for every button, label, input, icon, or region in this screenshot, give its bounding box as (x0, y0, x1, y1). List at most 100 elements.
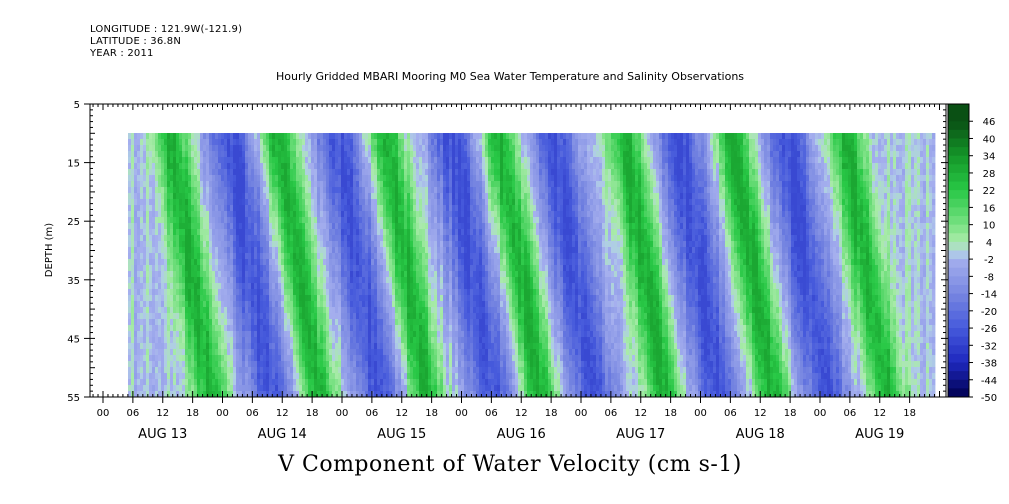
heat-cell (128, 223, 132, 230)
heat-cell (332, 235, 336, 242)
heat-cell (437, 199, 441, 206)
heat-cell (182, 145, 186, 152)
heat-cell (233, 301, 237, 308)
heat-cell (449, 241, 453, 248)
heat-cell (128, 379, 132, 386)
heat-cell (383, 181, 387, 188)
heat-cell (203, 133, 207, 140)
heat-cell (194, 205, 198, 212)
heat-cell (179, 217, 183, 224)
heat-cell (260, 247, 264, 254)
heat-cell (143, 253, 147, 260)
heat-cell (377, 295, 381, 302)
heat-cell (401, 295, 405, 302)
heat-cell (263, 253, 267, 260)
heat-cell (269, 253, 273, 260)
heat-cell (128, 217, 132, 224)
heat-cell (218, 253, 222, 260)
heat-cell (311, 337, 315, 344)
heat-cell (461, 301, 465, 308)
heat-cell (353, 325, 357, 332)
heat-cell (461, 391, 465, 398)
heat-cell (200, 307, 204, 314)
heat-cell (332, 379, 336, 386)
heat-cell (224, 325, 228, 332)
heat-cell (251, 289, 255, 296)
heat-cell (143, 379, 147, 386)
heat-cell (212, 151, 216, 158)
heat-cell (260, 169, 264, 176)
heat-cell (188, 133, 192, 140)
heat-cell (392, 337, 396, 344)
heat-cell (428, 205, 432, 212)
heat-cell (251, 139, 255, 146)
heat-cell (398, 367, 402, 374)
heat-cell (419, 157, 423, 164)
heat-cell (380, 277, 384, 284)
heat-cell (149, 193, 153, 200)
heat-cell (347, 301, 351, 308)
heat-cell (158, 337, 162, 344)
heat-cell (335, 169, 339, 176)
heat-cell (128, 349, 132, 356)
heat-cell (257, 295, 261, 302)
heat-cell (131, 343, 135, 350)
heat-cell (164, 373, 168, 380)
heat-cell (344, 373, 348, 380)
heat-cell (242, 151, 246, 158)
heat-cell (308, 223, 312, 230)
heat-cell (347, 277, 351, 284)
heat-cell (152, 217, 156, 224)
heat-cell (194, 349, 198, 356)
heat-cell (455, 331, 459, 338)
heat-cell (179, 235, 183, 242)
heat-cell (236, 199, 240, 206)
heat-cell (206, 205, 210, 212)
heat-cell (347, 145, 351, 152)
heat-cell (437, 133, 441, 140)
heat-cell (314, 373, 318, 380)
heat-cell (329, 343, 333, 350)
heat-cell (143, 133, 147, 140)
heat-cell (155, 349, 159, 356)
heat-cell (416, 373, 420, 380)
heat-cell (191, 289, 195, 296)
heat-cell (134, 283, 138, 290)
heat-cell (161, 301, 165, 308)
heat-cell (431, 223, 435, 230)
heat-cell (458, 337, 462, 344)
heat-cell (155, 379, 159, 386)
heat-cell (308, 211, 312, 218)
heat-cell (137, 343, 141, 350)
heat-cell (407, 223, 411, 230)
heat-cell (362, 253, 366, 260)
heat-cell (191, 355, 195, 362)
heat-cell (269, 151, 273, 158)
heat-cell (443, 349, 447, 356)
heat-cell (428, 307, 432, 314)
heat-cell (155, 391, 159, 398)
heat-cell (464, 355, 468, 362)
heat-cell (269, 163, 273, 170)
heat-cell (314, 145, 318, 152)
heat-cell (245, 307, 249, 314)
heat-cell (383, 349, 387, 356)
heat-cell (317, 283, 321, 290)
heat-cell (284, 301, 288, 308)
heat-cell (239, 139, 243, 146)
heat-cell (155, 169, 159, 176)
heat-cell (332, 253, 336, 260)
heat-cell (164, 289, 168, 296)
heat-cell (344, 331, 348, 338)
heat-cell (326, 133, 330, 140)
heat-cell (155, 337, 159, 344)
heat-cell (344, 319, 348, 326)
heat-cell (191, 181, 195, 188)
heat-cell (158, 361, 162, 368)
heat-cell (143, 169, 147, 176)
heat-cell (212, 337, 216, 344)
heat-cell (209, 193, 213, 200)
heat-cell (152, 145, 156, 152)
heat-cell (455, 205, 459, 212)
heat-cell (263, 211, 267, 218)
